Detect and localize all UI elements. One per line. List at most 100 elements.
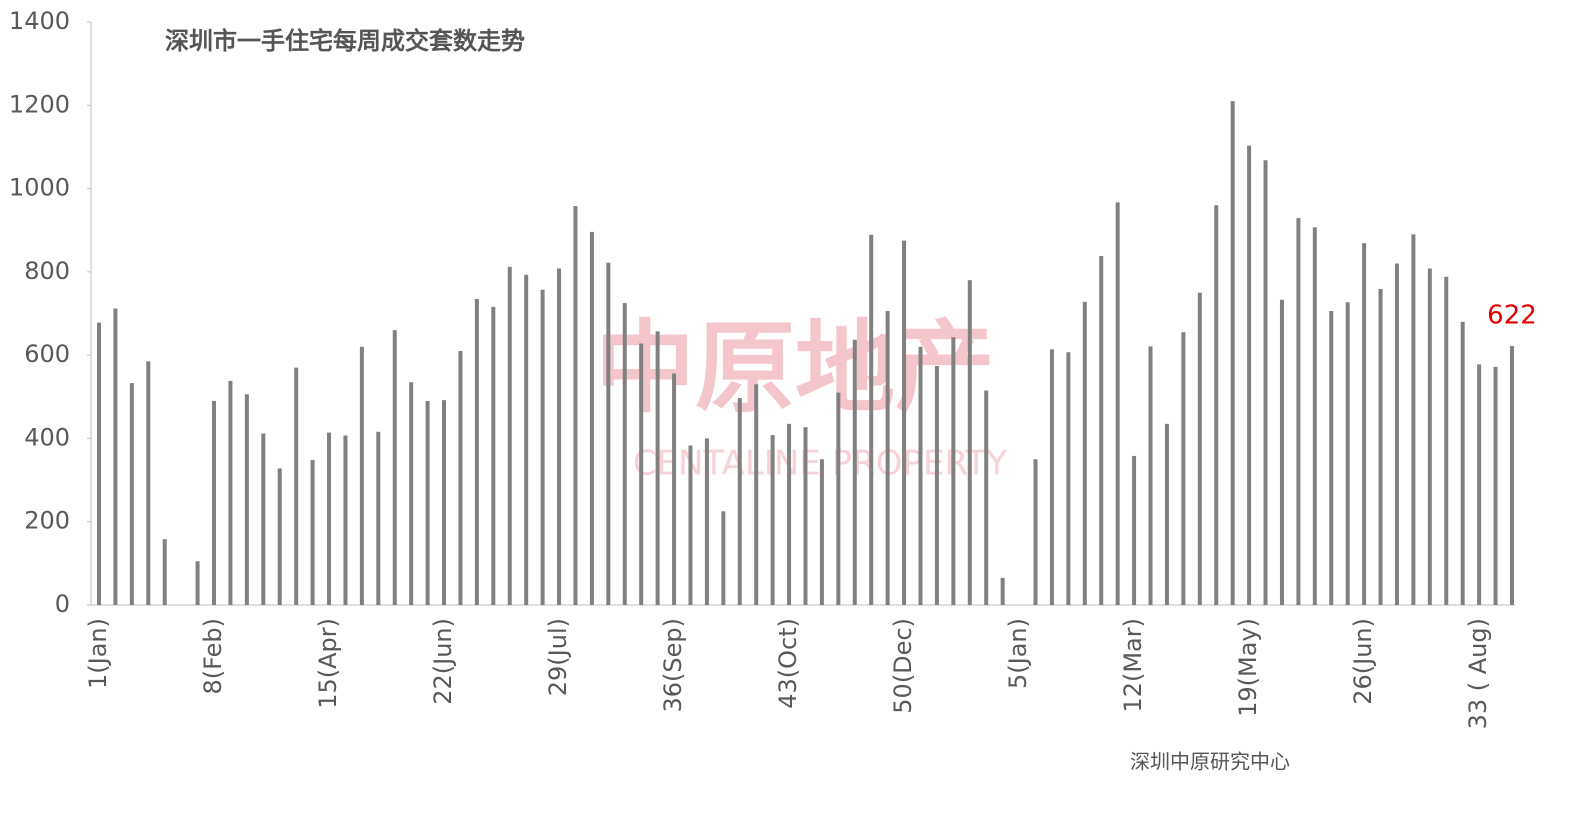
bar [376, 431, 381, 605]
x-tick-label: 15(Apr) [314, 618, 342, 709]
bar [294, 367, 299, 605]
bar [1066, 352, 1071, 605]
bar [458, 350, 463, 605]
bar [1115, 202, 1120, 605]
y-tick-label: 200 [24, 507, 70, 535]
x-tick-label: 29(Jul) [544, 618, 572, 696]
bar [1362, 243, 1367, 605]
y-tick-label: 1400 [9, 7, 70, 35]
bar [310, 460, 315, 605]
x-tick-label: 1(Jan) [84, 618, 112, 689]
y-tick-label: 400 [24, 423, 70, 451]
bar [885, 311, 890, 605]
bar [672, 373, 677, 605]
bar [573, 206, 578, 605]
value-label: 622 [1487, 300, 1537, 330]
bar [1197, 292, 1202, 605]
bar [934, 365, 939, 605]
chart-title: 深圳市一手住宅每周成交套数走势 [165, 27, 525, 55]
bar [409, 382, 414, 605]
bar [984, 390, 989, 605]
bar [212, 400, 217, 605]
bar [113, 308, 118, 605]
bar [1411, 234, 1416, 605]
bar [1082, 301, 1087, 605]
x-tick-label: 19(May) [1234, 618, 1262, 717]
bar [162, 539, 167, 605]
bar [425, 400, 430, 605]
bar [1132, 455, 1137, 605]
bar [1460, 321, 1465, 605]
bar [1394, 263, 1399, 605]
bar [244, 394, 249, 605]
x-tick-label: 33 ( Aug) [1464, 618, 1492, 729]
x-tick-label: 8(Feb) [199, 618, 227, 695]
bar [228, 380, 233, 605]
bar [770, 435, 775, 605]
bar [1000, 577, 1005, 605]
bar [622, 303, 627, 605]
bar [1345, 302, 1350, 605]
bar [1444, 276, 1449, 605]
bar [1312, 227, 1317, 605]
bar [392, 330, 397, 605]
x-tick-label: 22(Jun) [429, 618, 457, 705]
bar [277, 468, 282, 605]
bar [803, 427, 808, 605]
bar [737, 398, 742, 605]
bar [524, 274, 529, 605]
bar [195, 561, 200, 605]
bar [1247, 145, 1252, 605]
x-tick-label: 50(Dec) [889, 618, 917, 714]
bar [474, 298, 479, 605]
bar [1164, 423, 1169, 605]
bar [1378, 288, 1383, 605]
y-tick-label: 1200 [9, 90, 70, 118]
bar [1509, 345, 1514, 605]
bar [819, 459, 824, 605]
bar [1099, 256, 1104, 605]
bar [129, 383, 134, 605]
y-tick-label: 0 [55, 590, 70, 618]
x-tick-label: 36(Sep) [659, 618, 687, 713]
y-tick-label: 600 [24, 340, 70, 368]
bar [639, 343, 644, 605]
bar [540, 289, 545, 605]
bar [688, 445, 693, 605]
bar [1033, 459, 1038, 605]
bar [1493, 366, 1498, 605]
bar [951, 337, 956, 605]
bar [1296, 218, 1301, 605]
x-tick-label: 12(Mar) [1119, 618, 1147, 713]
bar [754, 384, 759, 605]
bar [918, 346, 923, 605]
bar [442, 400, 447, 605]
bar [343, 435, 348, 605]
bar [902, 240, 907, 605]
bar [557, 268, 562, 605]
bar [1427, 268, 1432, 605]
bar [1214, 205, 1219, 605]
bar [1477, 364, 1482, 605]
bar [97, 322, 101, 605]
bar [1329, 311, 1334, 605]
bar [589, 231, 594, 605]
bar [359, 346, 364, 605]
bar [1049, 349, 1054, 605]
bar [1181, 332, 1186, 605]
bar [327, 432, 332, 605]
y-tick-label: 1000 [9, 174, 70, 202]
bar [1279, 299, 1284, 605]
bar [655, 331, 660, 605]
bar [704, 438, 709, 605]
x-tick-label: 5(Jan) [1004, 618, 1032, 689]
source: 深圳中原研究中心 [1130, 750, 1290, 774]
y-tick-label: 800 [24, 257, 70, 285]
bar [491, 306, 496, 605]
bar [869, 234, 874, 606]
x-tick-label: 43(Oct) [774, 618, 802, 709]
bar [507, 266, 512, 605]
bar [261, 433, 266, 605]
bar [146, 361, 151, 605]
